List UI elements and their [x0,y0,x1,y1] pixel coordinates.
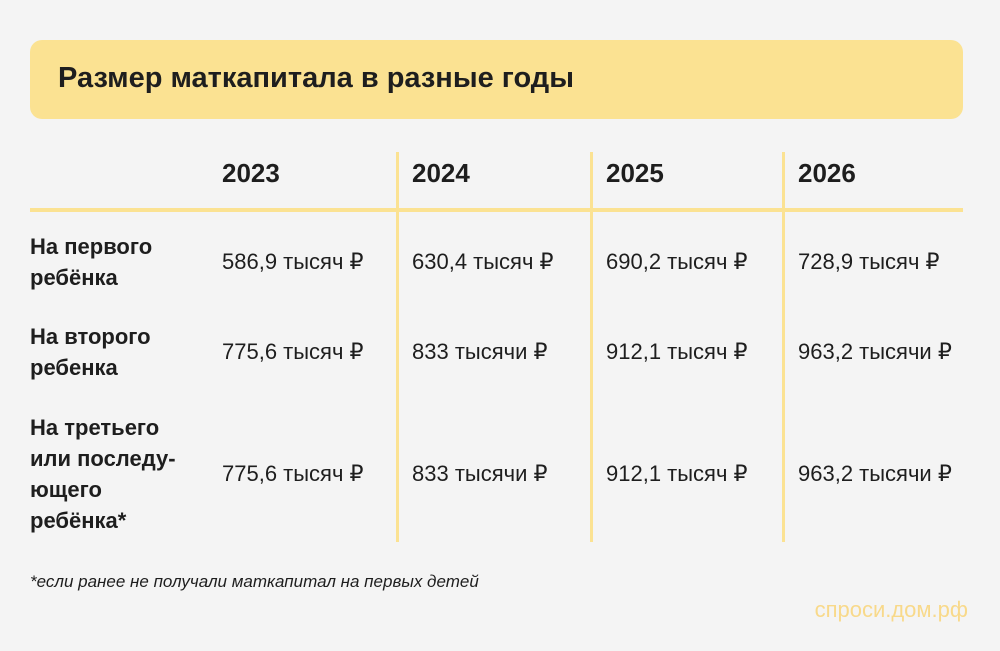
cell: 963,2 тысячи ₽ [798,461,952,486]
column-divider [782,152,785,542]
row-label: На второго [30,324,151,349]
row-label: ребёнка [30,265,118,290]
cell: 690,2 тысяч ₽ [606,249,748,274]
header-divider [30,208,963,212]
title: Размер маткапитала в разные годы [58,62,574,94]
column-header: 2024 [412,158,470,188]
cell: 912,1 тысяч ₽ [606,339,748,364]
row-label: ребёнка* [30,508,127,533]
cell: 833 тысячи ₽ [412,461,548,486]
row-label: На первого [30,234,153,259]
column-header: 2025 [606,158,664,188]
cell: 775,6 тысяч ₽ [222,339,364,364]
column-header: 2023 [222,158,280,188]
cell: 912,1 тысяч ₽ [606,461,748,486]
cell: 586,9 тысяч ₽ [222,249,364,274]
header-box [30,40,963,119]
column-header: 2026 [798,158,856,188]
column-divider [396,152,399,542]
cell: 963,2 тысячи ₽ [798,339,952,364]
cell: 833 тысячи ₽ [412,339,548,364]
row-label: или последу- [30,446,176,471]
cell: 775,6 тысяч ₽ [222,461,364,486]
footnote: *если ранее не получали маткапитал на пе… [30,572,479,591]
watermark: спроси.дом.рф [814,597,968,622]
cell: 630,4 тысяч ₽ [412,249,554,274]
row-label: ющего [30,477,102,502]
row-label: На третьего [30,415,160,440]
column-divider [590,152,593,542]
row-label: ребенка [30,355,118,380]
cell: 728,9 тысяч ₽ [798,249,940,274]
